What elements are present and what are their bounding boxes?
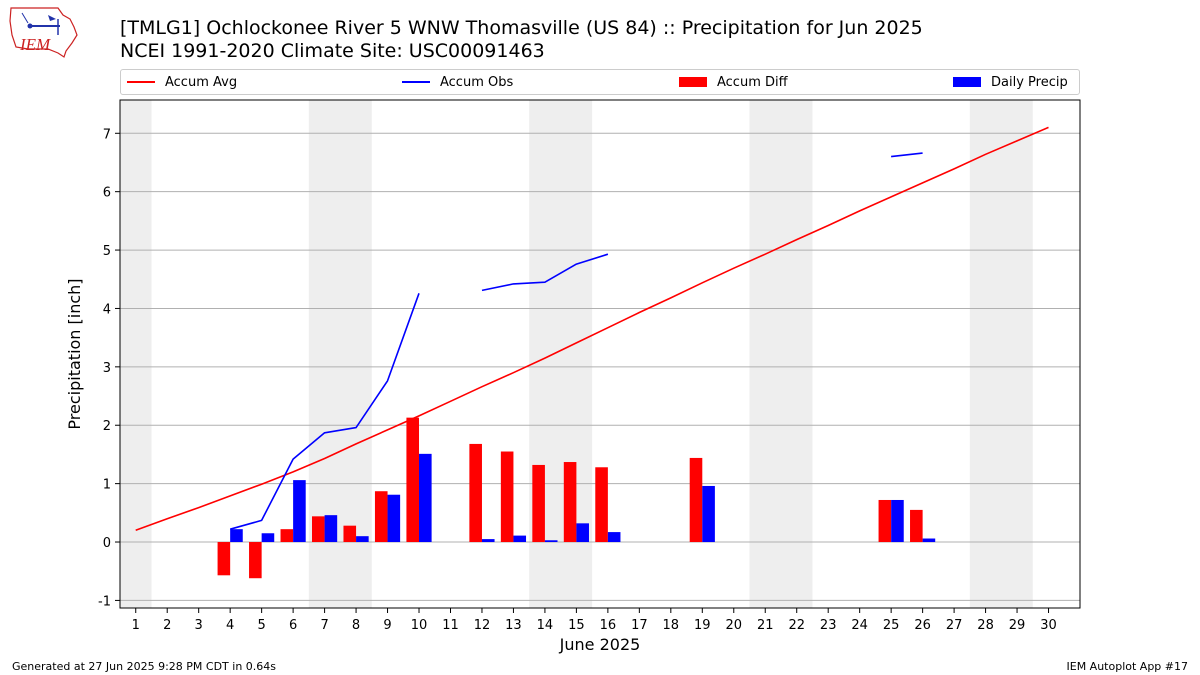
x-tick-label: 11 (442, 618, 459, 633)
x-tick-label: 18 (663, 618, 680, 633)
daily-precip-bar (702, 485, 715, 543)
legend-swatch-daily-precip (953, 77, 981, 87)
x-tick-label: 28 (977, 618, 994, 633)
legend-item-accum-obs: Accum Obs (402, 70, 513, 94)
x-tick-label: 17 (631, 618, 648, 633)
daily-precip-bar (576, 523, 589, 543)
chart-subtitle: NCEI 1991-2020 Climate Site: USC00091463 (120, 40, 545, 62)
accum-diff-bar (406, 417, 420, 543)
daily-precip-bar (607, 532, 621, 543)
x-tick-label: 8 (352, 618, 360, 633)
y-tick-label: 3 (103, 361, 111, 376)
daily-precip-bar (261, 533, 275, 543)
logo-text: IEM (19, 35, 51, 54)
legend-swatch-accum-avg (127, 81, 155, 83)
accum-diff-bar (689, 457, 703, 543)
daily-precip-bar (419, 453, 432, 543)
legend-item-daily-precip: Daily Precip (953, 70, 1068, 94)
accum-diff-bar (343, 525, 357, 543)
legend-swatch-accum-obs (402, 81, 430, 83)
y-tick-label: 1 (103, 478, 111, 493)
x-tick-label: 20 (725, 618, 742, 633)
x-tick-label: 23 (820, 618, 837, 633)
daily-precip-bar (324, 515, 338, 543)
legend-label-daily-precip: Daily Precip (991, 74, 1068, 90)
daily-precip-bar (293, 480, 306, 543)
x-tick-label: 10 (411, 618, 428, 633)
x-tick-label: 2 (163, 618, 171, 633)
accum-obs-line (229, 152, 923, 530)
daily-precip-bar (387, 494, 401, 543)
x-tick-label: 26 (914, 618, 931, 633)
plot-frame (119, 99, 1081, 609)
legend-item-accum-diff: Accum Diff (679, 70, 788, 94)
weekend-band (749, 100, 813, 608)
x-axis-label: June 2025 (559, 635, 641, 654)
daily-precip-bar (891, 499, 904, 543)
x-tick-label: 29 (1009, 618, 1026, 633)
x-tick-label: 30 (1040, 618, 1057, 633)
legend-swatch-accum-diff (679, 77, 707, 87)
x-tick-label: 15 (568, 618, 585, 633)
x-tick-label: 4 (226, 618, 234, 633)
x-tick-label: 19 (694, 618, 711, 633)
x-tick-label: 9 (383, 618, 391, 633)
x-tick-label: 12 (474, 618, 491, 633)
accum-diff-bar (312, 516, 325, 543)
accum-diff-bar (374, 491, 388, 543)
legend-item-accum-avg: Accum Avg (127, 70, 237, 94)
accum-diff-bar (249, 542, 262, 579)
x-tick-label: 21 (757, 618, 774, 633)
daily-precip-bar (513, 535, 527, 543)
x-tick-label: 3 (195, 618, 203, 633)
legend-label-accum-obs: Accum Obs (440, 74, 514, 90)
x-tick-label: 24 (851, 618, 868, 633)
y-tick-label: 0 (103, 536, 111, 551)
x-tick-label: 5 (257, 618, 265, 633)
accum-diff-bar (563, 462, 577, 543)
chart-title: [TMLG1] Ochlockonee River 5 WNW Thomasvi… (120, 17, 923, 39)
x-tick-label: 14 (537, 618, 554, 633)
y-axis-label: Precipitation [inch] (65, 278, 84, 429)
accum-avg-line (135, 126, 1049, 532)
weekend-band (120, 100, 152, 608)
accum-diff-bar (217, 542, 231, 576)
y-tick-label: 7 (103, 127, 111, 142)
daily-precip-bar (356, 536, 369, 543)
y-tick-label: -1 (98, 594, 111, 609)
y-tick-label: 2 (103, 419, 111, 434)
app-credit: IEM Autoplot App #17 (1066, 660, 1189, 673)
accum-diff-bar (280, 529, 294, 543)
legend-label-accum-avg: Accum Avg (165, 74, 238, 90)
x-tick-label: 25 (883, 618, 900, 633)
accum-diff-bar (500, 451, 514, 543)
daily-precip-bar (544, 540, 558, 543)
y-tick-label: 5 (103, 244, 111, 259)
y-tick-label: 4 (103, 302, 111, 317)
iem-logo: IEM (9, 7, 78, 58)
accum-diff-bar (532, 464, 545, 543)
generated-timestamp: Generated at 27 Jun 2025 9:28 PM CDT in … (12, 660, 277, 673)
accum-diff-bar (469, 443, 482, 543)
x-tick-label: 22 (788, 618, 805, 633)
accum-diff-bar (595, 467, 608, 543)
x-tick-label: 16 (600, 618, 617, 633)
x-tick-label: 27 (946, 618, 963, 633)
legend-label-accum-diff: Accum Diff (717, 74, 788, 90)
x-tick-label: 13 (505, 618, 522, 633)
weekend-band (969, 100, 1033, 608)
accum-diff-bar (910, 509, 923, 543)
x-tick-label: 6 (289, 618, 297, 633)
accum-diff-bar (878, 499, 892, 543)
daily-precip-bar (230, 529, 243, 543)
y-tick-label: 6 (103, 186, 111, 201)
x-tick-label: 1 (132, 618, 140, 633)
daily-precip-bar (922, 538, 936, 543)
daily-precip-bar (481, 539, 495, 543)
chart-legend: Accum Avg Accum Obs Accum Diff Daily Pre… (120, 69, 1080, 95)
x-tick-label: 7 (320, 618, 328, 633)
